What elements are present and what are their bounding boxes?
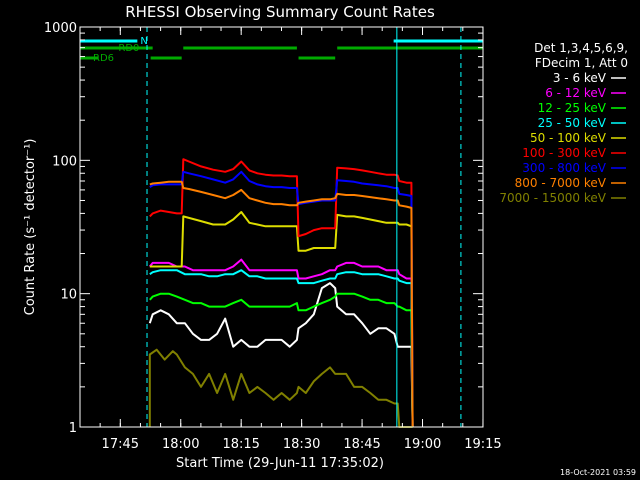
series-line-7 [149,180,414,428]
legend-entry-5: 100 - 300 keV [522,146,606,160]
flag-label-n: N [140,36,147,47]
x-tick-label-2: 18:15 [222,437,259,452]
x-tick-label-4: 18:45 [343,437,380,452]
legend-entry-2: 12 - 25 keV [538,101,607,115]
x-tick-label-1: 18:00 [162,437,199,452]
x-axis-label: Start Time (29-Jun-11 17:35:02) [176,456,384,471]
flag-label-rd0: RD0 [118,43,139,54]
y-axis: 1 10 100 1000 [44,21,483,436]
x-tick-label-0: 17:45 [102,437,139,452]
legend-header-0: Det 1,3,4,5,6,9, [534,41,628,55]
series-layer [148,158,414,428]
legend-entry-0: 3 - 6 keV [553,71,607,85]
legend-entry-6: 300 - 800 keV [522,161,606,175]
series-line-8 [148,348,413,428]
y-tick-label-0: 1 [69,421,77,436]
y-tick-label-3: 1000 [44,21,77,36]
render-timestamp: 18-Oct-2021 03:59 [560,468,636,477]
legend-entry-4: 50 - 100 keV [530,131,607,145]
series-line-5 [149,158,414,428]
flag-label-rd6: RD6 [93,53,114,64]
series-line-4 [149,211,414,428]
legend-header-1: FDecim 1, Att 0 [535,56,628,70]
y-axis-label: Count Rate (s⁻¹ detector⁻¹) [23,139,38,316]
legend-entry-7: 800 - 7000 keV [515,176,607,190]
series-line-2 [149,292,414,428]
legend-entry-8: 7000 - 15000 keV [499,191,606,205]
series-line-6 [149,170,414,428]
series-line-3 [149,269,414,428]
legend-entry-3: 25 - 50 keV [538,116,607,130]
series-line-0 [148,282,414,428]
legend-entry-1: 6 - 12 keV [545,86,607,100]
series-line-1 [149,258,414,428]
legend: Det 1,3,4,5,6,9,FDecim 1, Att 03 - 6 keV… [499,41,628,205]
x-tick-label-6: 19:15 [464,437,501,452]
y-tick-label-1: 10 [60,288,77,303]
y-tick-label-2: 100 [52,154,77,169]
chart-title: RHESSI Observing Summary Count Rates [125,3,435,21]
x-tick-label-5: 19:00 [404,437,441,452]
x-tick-label-3: 18:30 [283,437,320,452]
x-axis: 17:45 18:00 18:15 18:30 18:45 19:00 19:15 [99,27,502,452]
